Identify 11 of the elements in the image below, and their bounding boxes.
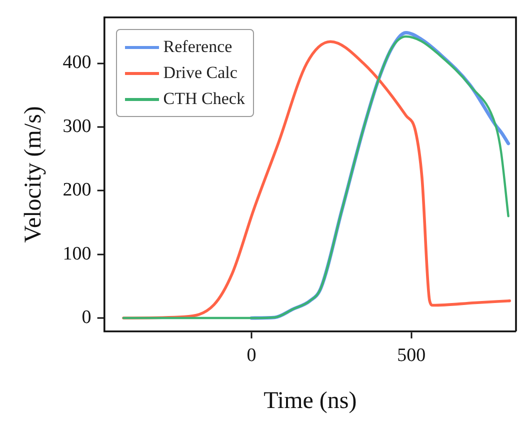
y-tick-label: 0 <box>82 307 92 328</box>
y-tick-label: 100 <box>62 243 92 264</box>
y-axis-title: Velocity (m/s) <box>20 106 47 243</box>
legend-label: Reference <box>163 37 232 58</box>
x-axis-title: Time (ns) <box>264 388 357 414</box>
y-tick-label: 300 <box>62 116 92 137</box>
y-tick-label: 400 <box>62 52 92 74</box>
x-tick-label: 500 <box>397 344 426 366</box>
legend-label: Drive Calc <box>163 63 238 84</box>
legend-label: CTH Check <box>163 89 245 110</box>
y-tick-label: 200 <box>62 180 92 201</box>
